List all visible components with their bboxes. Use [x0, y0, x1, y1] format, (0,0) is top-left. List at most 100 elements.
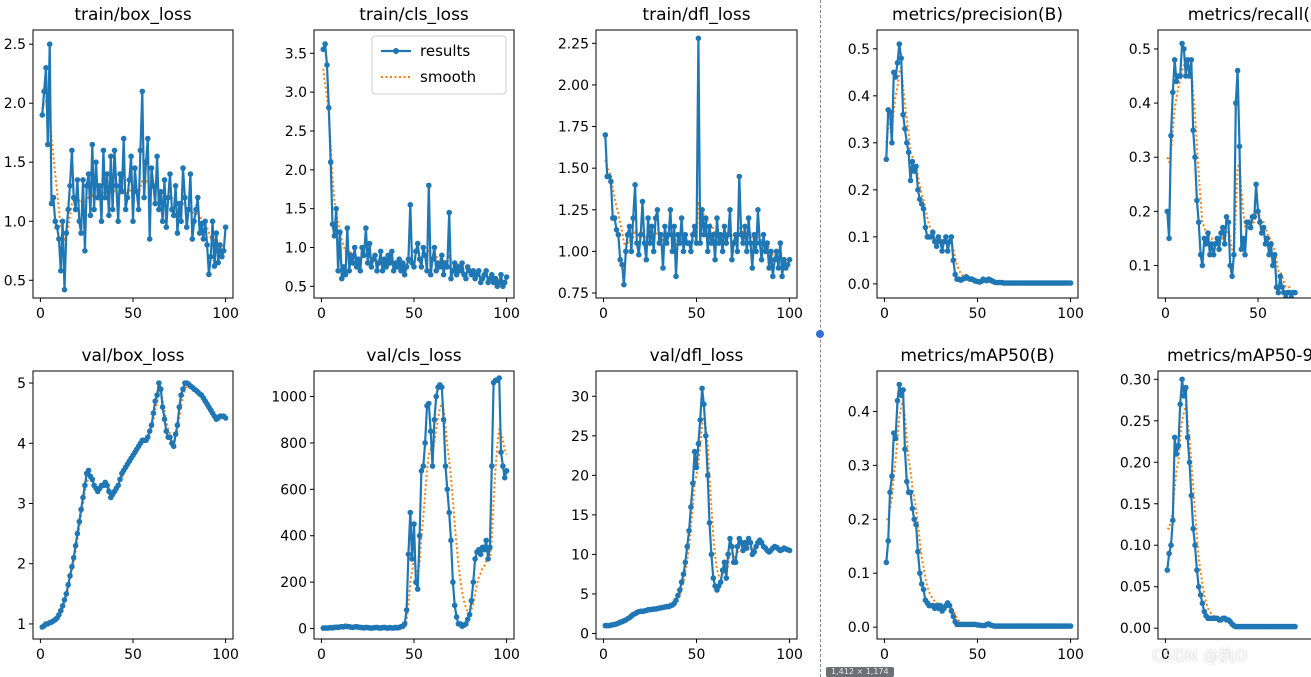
results-point [1210, 251, 1217, 258]
results-point [87, 212, 94, 219]
y-tick-label: 1.5 [285, 202, 307, 218]
results-point [1170, 517, 1176, 524]
results-point [771, 256, 778, 263]
results-point [63, 591, 70, 597]
results-point [719, 567, 726, 573]
plot-frame [876, 29, 1079, 299]
results-point [744, 248, 750, 255]
legend-smooth-label: smooth [420, 68, 476, 86]
chart-panel: val/dfl_loss 0 5 10 15 20 25 30 0 50 100 [571, 346, 803, 663]
results-point [152, 200, 158, 207]
results-point [740, 240, 746, 246]
results-point [407, 202, 414, 208]
results-point [213, 230, 220, 236]
results-point [690, 480, 696, 487]
results-point [476, 268, 482, 274]
results-point [444, 264, 451, 270]
results-point [736, 173, 743, 180]
results-point [902, 446, 908, 453]
results-point [372, 252, 378, 259]
results-point [150, 183, 157, 189]
plot-frame [1157, 370, 1311, 640]
results-point [346, 268, 353, 274]
results-point [405, 256, 412, 263]
results-point [894, 397, 901, 404]
results-point [416, 256, 423, 263]
results-point [56, 612, 62, 618]
results-point [122, 206, 129, 213]
chart-panel: train/box_loss 0.5 1.0 1.5 2.0 2.5 0 50 100 [4, 5, 239, 322]
results-point [463, 275, 469, 282]
y-tick-label: 4 [17, 436, 26, 452]
results-point [413, 579, 419, 585]
results-point [1229, 273, 1235, 280]
results-point [139, 88, 146, 95]
results-point [113, 183, 120, 189]
results-point [327, 159, 334, 165]
results-point [439, 252, 445, 259]
results-point [80, 177, 86, 183]
results-point [146, 236, 153, 242]
results-point [93, 159, 99, 165]
y-tick-label: 0.5 [4, 273, 26, 289]
y-tick-label: 0.05 [1120, 580, 1151, 596]
results-point [663, 240, 670, 246]
results-point [628, 248, 635, 255]
watermark: CSDN @执O [1152, 646, 1248, 665]
results-point [686, 240, 692, 246]
results-point [695, 440, 702, 447]
results-point [215, 259, 221, 266]
results-point [333, 205, 340, 212]
results-point [773, 248, 780, 255]
results-point [894, 60, 901, 66]
results-point [781, 256, 787, 263]
results-point [784, 261, 791, 268]
results-point [632, 182, 638, 188]
results-point [680, 571, 687, 577]
results-point [501, 279, 508, 286]
results-point [464, 616, 471, 623]
results-point [777, 240, 784, 246]
results-point [158, 188, 164, 195]
results-point [660, 265, 666, 271]
x-tick-label: 100 [493, 306, 520, 322]
results-point [1201, 608, 1208, 615]
results-point [413, 248, 419, 255]
results-point [719, 248, 726, 255]
results-point [1170, 89, 1176, 96]
results-point [723, 575, 730, 581]
divider-handle[interactable] [816, 330, 824, 338]
y-tick-label: 25 [571, 429, 589, 445]
plot-frame [876, 370, 1079, 640]
results-point [472, 556, 478, 562]
results-point [91, 206, 97, 213]
results-point [185, 206, 192, 213]
results-point [626, 223, 633, 230]
results-point [431, 244, 438, 251]
results-point [946, 602, 953, 609]
results-point [686, 527, 692, 534]
results-point [98, 218, 105, 225]
x-tick-label: 0 [599, 647, 608, 663]
results-series-line [1166, 378, 1295, 628]
results-point [611, 215, 618, 221]
results-point [889, 473, 895, 480]
y-tick-label: 2.5 [285, 124, 307, 140]
results-point [450, 579, 456, 585]
results-point [368, 264, 375, 270]
results-point [167, 434, 173, 441]
results-point [891, 69, 897, 76]
x-tick-label: 100 [1057, 306, 1084, 322]
results-point [418, 468, 425, 474]
results-point [933, 243, 940, 250]
results-point [148, 422, 155, 429]
results-point [344, 225, 351, 231]
results-point [468, 597, 475, 604]
chart-title: metrics/recall(B) [1188, 5, 1311, 25]
results-point [907, 177, 914, 184]
results-point [1292, 623, 1298, 630]
viewer-split-divider[interactable] [820, 0, 821, 677]
y-tick-label: 2.5 [4, 37, 26, 53]
results-point [76, 218, 83, 225]
results-point [708, 551, 715, 558]
